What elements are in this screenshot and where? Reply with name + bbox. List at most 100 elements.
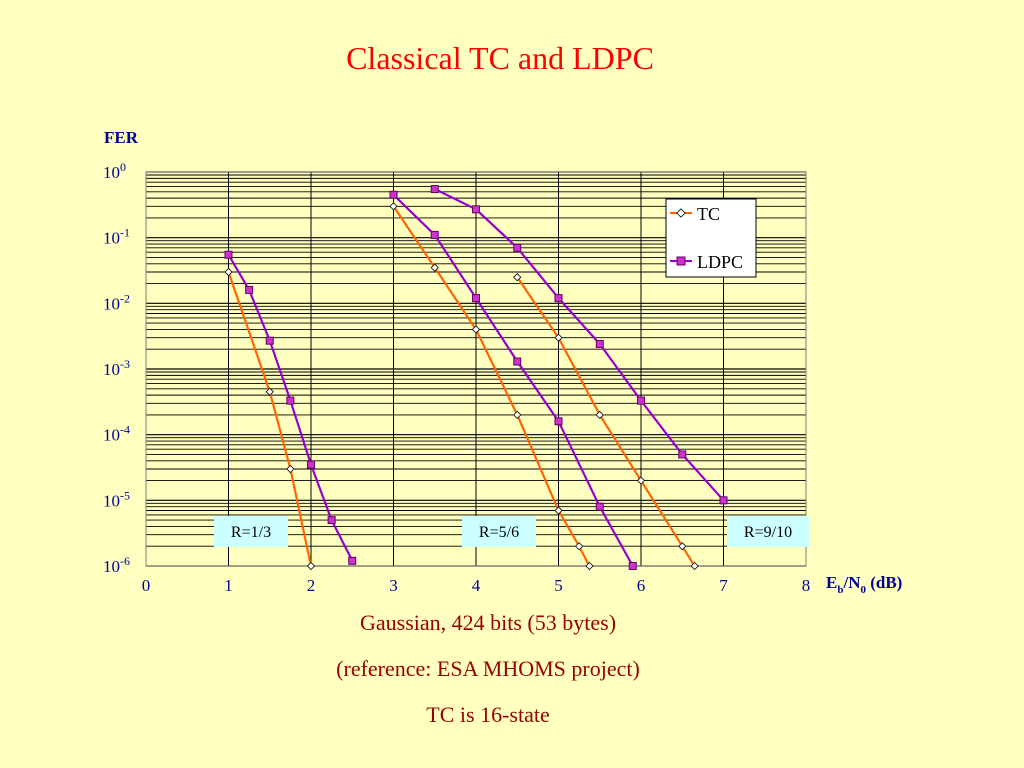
y-tick-exponent: -3: [120, 357, 130, 371]
y-axis-label: FER: [104, 128, 139, 147]
data-point: [513, 243, 522, 252]
x-tick-label: 2: [307, 576, 316, 595]
data-point: [554, 417, 563, 426]
y-tick-exponent: -2: [120, 291, 130, 305]
series-tc-0: [224, 267, 316, 571]
y-tick-base: 10: [103, 229, 120, 248]
data-point: [430, 185, 439, 194]
slide-title: Classical TC and LDPC: [346, 40, 654, 76]
data-point: [224, 250, 233, 259]
plot-border: [145, 171, 807, 567]
data-point: [595, 502, 604, 511]
data-point: [595, 340, 604, 349]
data-point: [678, 542, 687, 551]
data-point: [389, 202, 398, 211]
rate-label-box: [462, 516, 536, 547]
data-point: [513, 273, 522, 282]
data-point: [595, 410, 604, 420]
x-tick-label: 1: [224, 576, 233, 595]
legend-tc-label: TC: [697, 204, 720, 224]
legend: TC LDPC: [665, 198, 757, 278]
data-point: [719, 496, 728, 505]
series-line: [516, 276, 696, 567]
data-point: [307, 460, 315, 469]
y-tick-label: 10-1: [103, 226, 130, 248]
x-tick-label: 4: [472, 576, 481, 595]
y-tick-base: 10: [103, 557, 120, 576]
series-ldpc-3: [389, 190, 637, 570]
y-tick-exponent: -5: [120, 488, 130, 502]
data-point: [513, 410, 522, 420]
data-point: [286, 464, 295, 474]
y-tick-base: 10: [103, 491, 120, 510]
data-point: [678, 450, 687, 459]
data-point: [554, 333, 563, 342]
y-tick-exponent: -6: [120, 554, 130, 568]
data-point: [348, 556, 357, 565]
rate-label-text: R=1/3: [231, 524, 271, 541]
y-tick-label: 10-3: [103, 357, 130, 379]
rate-label-3: R=9/10: [727, 516, 809, 547]
data-point: [430, 263, 439, 272]
series-tc-2: [389, 202, 594, 571]
x-tick-label: 8: [802, 576, 811, 595]
data-point: [224, 267, 233, 277]
data-point: [472, 205, 480, 214]
caption-reference: (reference: ESA MHOMS project): [336, 656, 640, 681]
x-axis-label-sub1: b: [837, 584, 843, 596]
series-tc-4: [513, 273, 699, 571]
data-point: [265, 336, 274, 345]
x-tick-label: 0: [142, 576, 151, 595]
y-tick-label: 10-4: [103, 423, 130, 445]
y-tick-exponent: -1: [120, 226, 130, 240]
rate-label-box: [214, 516, 288, 547]
data-point: [628, 562, 637, 570]
legend-ldpc-marker: [676, 256, 686, 266]
data-point: [306, 561, 316, 571]
data-point: [245, 285, 254, 294]
data-point: [554, 506, 563, 515]
data-point: [554, 294, 563, 303]
x-tick-label: 6: [637, 576, 646, 595]
caption-gaussian: Gaussian, 424 bits (53 bytes): [359, 610, 617, 635]
rate-label-1: R=1/3: [214, 516, 288, 547]
legend-tc-marker: [676, 208, 686, 218]
x-axis-label-unit: (dB): [866, 573, 902, 592]
rate-label-2: R=5/6: [462, 516, 536, 547]
y-tick-exponent: 0: [120, 160, 126, 174]
x-axis-label-sub2: 0: [860, 584, 866, 596]
series-layer: [224, 185, 728, 571]
x-axis-label: Eb/N0 (dB): [826, 573, 902, 596]
legend-ldpc-label: LDPC: [697, 252, 743, 272]
y-tick-label: 10-5: [103, 488, 130, 510]
y-tick-exponent: -4: [120, 423, 130, 437]
y-tick-base: 10: [103, 360, 120, 379]
rate-label-text: R=5/6: [479, 524, 519, 541]
x-axis-label-sep: /N: [842, 573, 861, 592]
data-point: [636, 476, 646, 485]
data-point: [585, 561, 594, 571]
data-point: [265, 387, 274, 396]
data-point: [471, 325, 481, 334]
data-point: [286, 396, 295, 405]
rate-labels: R=1/3 R=5/6 R=9/10: [214, 516, 809, 547]
data-point: [690, 561, 699, 571]
x-axis-label-base: E: [826, 573, 837, 592]
series-ldpc-5: [430, 185, 728, 505]
x-tick-label: 7: [719, 576, 728, 595]
data-point: [327, 516, 336, 525]
caption-tc-state: TC is 16-state: [426, 702, 550, 727]
y-tick-label: 10-6: [103, 554, 130, 576]
data-point: [513, 357, 522, 366]
series-ldpc-1: [224, 250, 357, 565]
x-tick-label: 3: [389, 576, 398, 595]
y-tick-label: 10-2: [103, 291, 130, 313]
y-tick-base: 10: [103, 163, 120, 182]
y-tick-base: 10: [103, 294, 120, 313]
data-point: [575, 542, 584, 551]
series-line: [227, 271, 313, 567]
y-tick-label: 100: [103, 160, 126, 182]
